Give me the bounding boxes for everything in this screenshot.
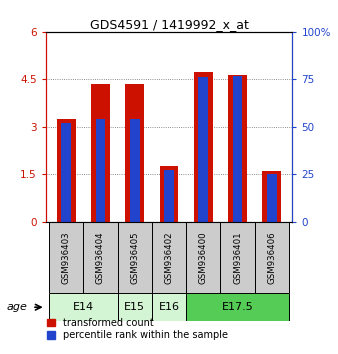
Bar [194,72,213,222]
Bar [164,171,174,222]
Legend: transformed count, percentile rank within the sample: transformed count, percentile rank withi… [46,317,229,341]
Text: E15: E15 [124,302,145,312]
Bar [262,171,281,222]
Text: GSM936401: GSM936401 [233,231,242,284]
Bar [228,75,247,222]
Bar [49,293,118,321]
Bar [91,84,110,222]
Bar [152,222,186,293]
Text: GSM936405: GSM936405 [130,231,139,284]
Title: GDS4591 / 1419992_x_at: GDS4591 / 1419992_x_at [90,18,248,31]
Bar [96,119,105,222]
Bar [160,166,178,222]
Bar [130,119,140,222]
Bar [186,293,289,321]
Bar [152,293,186,321]
Bar [49,222,83,293]
Bar [118,293,152,321]
Text: GSM936406: GSM936406 [267,231,276,284]
Text: GSM936403: GSM936403 [62,231,71,284]
Text: GSM936404: GSM936404 [96,231,105,284]
Text: E14: E14 [73,302,94,312]
Text: E17.5: E17.5 [222,302,254,312]
Bar [125,84,144,222]
Text: age: age [6,302,27,312]
Bar [233,75,242,222]
Bar [83,222,118,293]
Text: E16: E16 [159,302,179,312]
Text: GSM936402: GSM936402 [165,231,173,284]
Bar [220,222,255,293]
Bar [118,222,152,293]
Bar [62,123,71,222]
Bar [186,222,220,293]
Bar [57,119,76,222]
Bar [198,78,208,222]
Bar [267,174,276,222]
Text: GSM936400: GSM936400 [199,231,208,284]
Bar [255,222,289,293]
